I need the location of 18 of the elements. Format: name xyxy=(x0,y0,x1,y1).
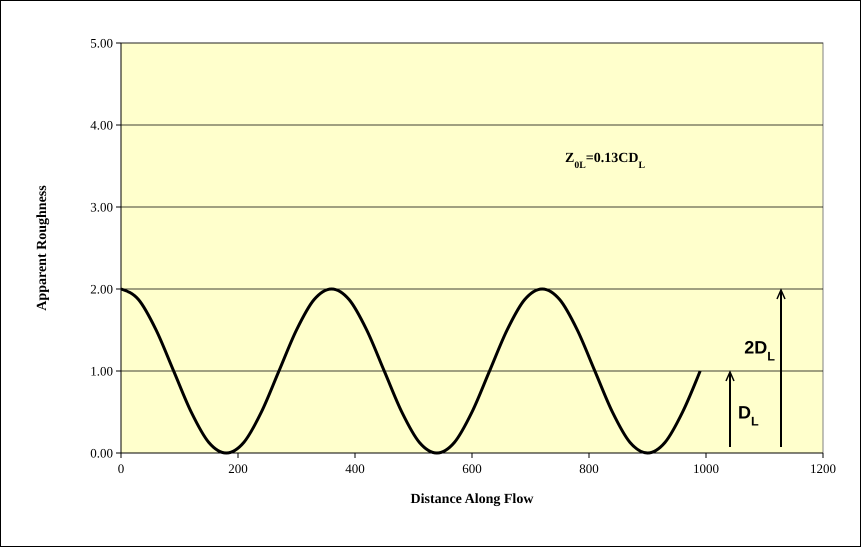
y-tick-label: 1.00 xyxy=(90,364,113,379)
annotation: Z$_{0L}$=0.13CD$_{L}$ xyxy=(565,151,646,170)
x-tick-label: 800 xyxy=(579,461,599,476)
annotation: D$_{L}$ xyxy=(738,402,759,428)
x-tick-label: 0 xyxy=(118,461,124,476)
annotation: 2D$_{L}$ xyxy=(744,337,776,364)
y-tick-label: 3.00 xyxy=(90,200,113,215)
y-axis-title: Apparent Roughness xyxy=(35,184,50,311)
x-tick-label: 1200 xyxy=(810,461,836,476)
x-tick-label: 200 xyxy=(228,461,248,476)
x-axis-title: Distance Along Flow xyxy=(410,492,534,507)
x-tick-label: 1000 xyxy=(693,461,719,476)
x-tick-label: 400 xyxy=(345,461,365,476)
y-tick-label: 2.00 xyxy=(90,282,113,297)
y-tick-label: 5.00 xyxy=(90,36,113,51)
x-tick-label: 600 xyxy=(462,461,482,476)
y-tick-label: 0.00 xyxy=(90,446,113,461)
y-tick-label: 4.00 xyxy=(90,118,113,133)
